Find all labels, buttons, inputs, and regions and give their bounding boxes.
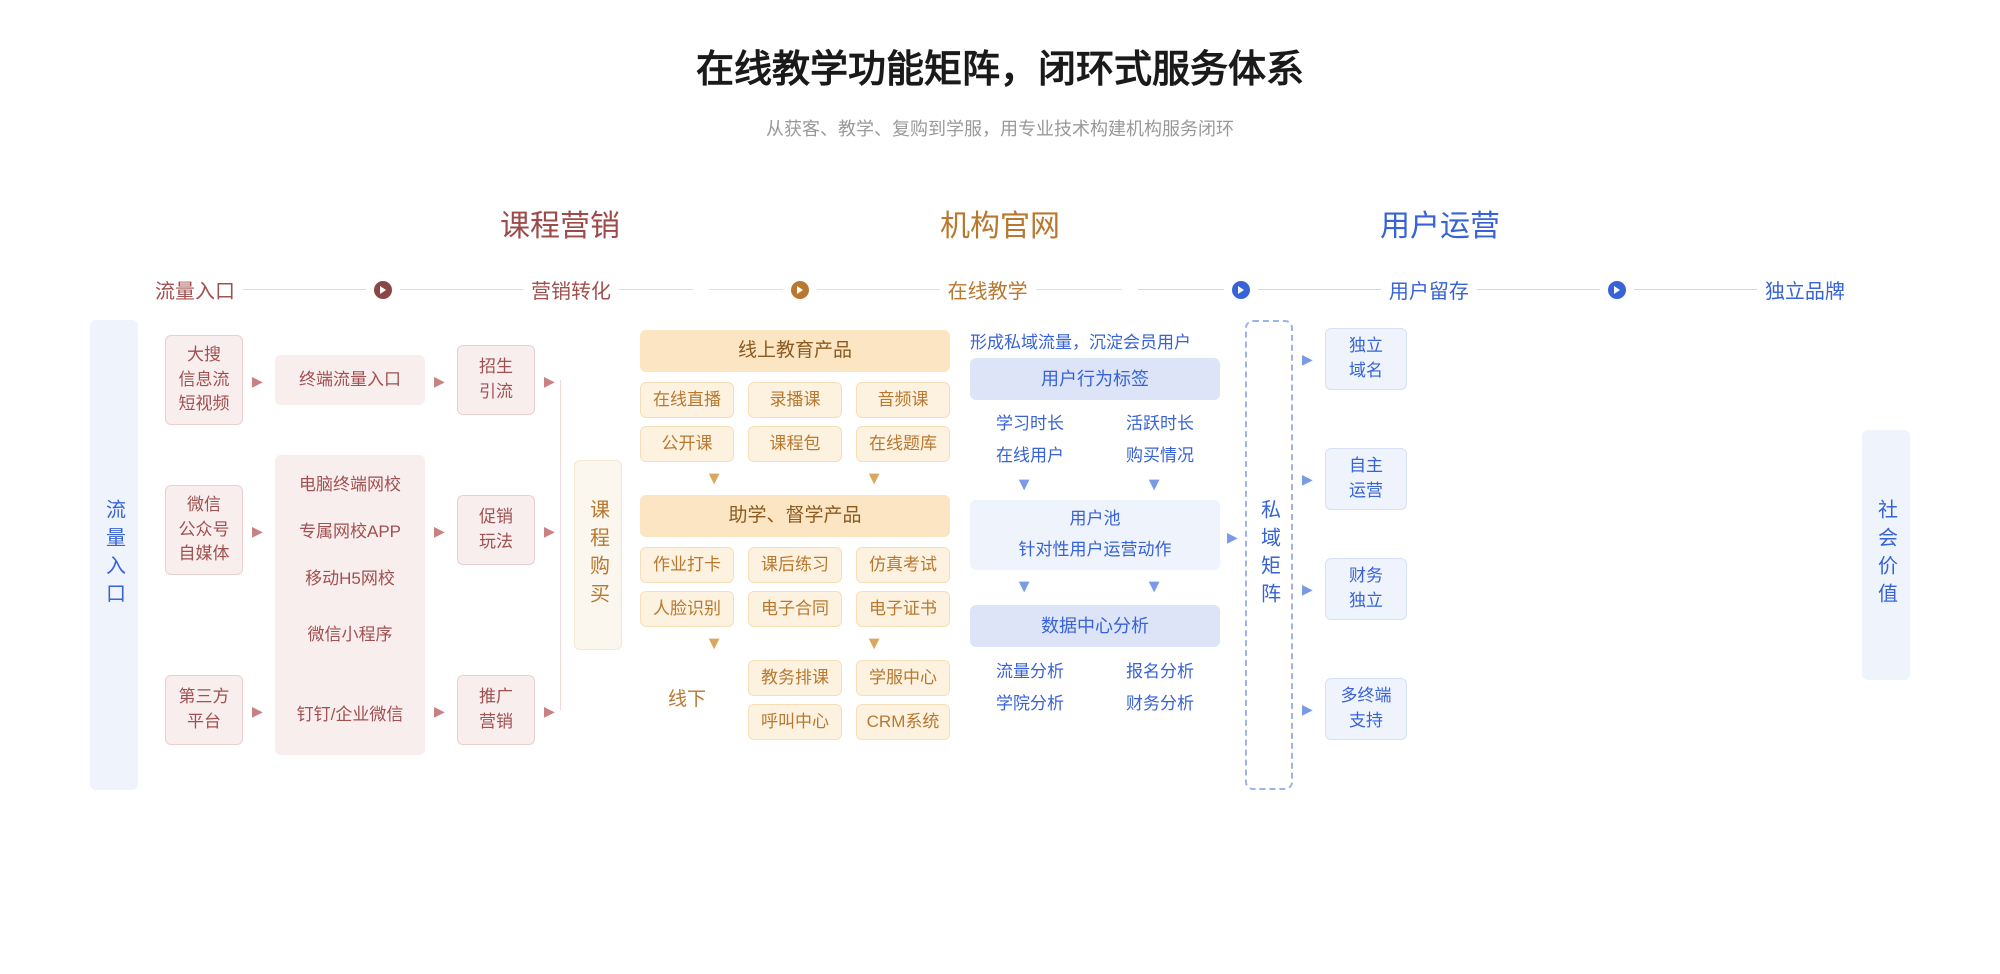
- blue-h2: 用户池: [1070, 507, 1121, 532]
- red-r3: 推广营销: [457, 675, 535, 745]
- flow-3: 在线教学: [948, 275, 1028, 304]
- main-title: 在线教学功能矩阵，闭环式服务体系: [0, 0, 2000, 93]
- og21: 公开课: [640, 426, 734, 462]
- blue-note: 形成私域流量，沉淀会员用户: [970, 328, 1191, 353]
- og41: 人脸识别: [640, 591, 734, 627]
- chevron-down-icon: ▶: [1018, 480, 1032, 491]
- flow-1: 流量入口: [155, 275, 235, 304]
- og12: 录播课: [748, 382, 842, 418]
- blue-r2: 自主运营: [1325, 448, 1407, 510]
- chevron-icon: ▶: [544, 374, 555, 388]
- chevron-down-icon: ▶: [708, 474, 722, 485]
- blue-h3: 数据中心分析: [970, 605, 1220, 647]
- chevron-down-icon: ▶: [708, 639, 722, 650]
- red-m5: 微信小程序: [275, 620, 425, 650]
- red-r2: 促销玩法: [457, 495, 535, 565]
- chevron-icon: ▶: [434, 704, 445, 718]
- arrow-icon: [1608, 281, 1626, 299]
- red-m3: 专属网校APP: [275, 517, 425, 547]
- og61: 呼叫中心: [748, 704, 842, 740]
- chevron-icon: ▶: [434, 524, 445, 538]
- diagram: 流量入口 社会价值 课程购买 私域矩阵 大搜信息流短视频 微信公众号自媒体 第三…: [90, 320, 1910, 924]
- chevron-down-icon: ▶: [1018, 582, 1032, 593]
- b11: 学习时长: [970, 412, 1090, 436]
- section-3: 用户运营: [1380, 201, 1500, 245]
- b12: 活跃时长: [1100, 412, 1220, 436]
- blue-r4: 多终端支持: [1325, 678, 1407, 740]
- chevron-icon: ▶: [544, 704, 555, 718]
- chevron-icon: ▶: [1302, 582, 1313, 596]
- og33: 仿真考试: [856, 547, 950, 583]
- chevron-icon: ▶: [1302, 352, 1313, 366]
- blue-r1: 独立域名: [1325, 328, 1407, 390]
- og62: CRM系统: [856, 704, 950, 740]
- orange-h2: 助学、督学产品: [640, 495, 950, 537]
- vbar-dashed: 私域矩阵: [1245, 320, 1293, 790]
- red-c2: 微信公众号自媒体: [165, 485, 243, 575]
- og31: 作业打卡: [640, 547, 734, 583]
- red-c3: 第三方平台: [165, 675, 243, 745]
- og13: 音频课: [856, 382, 950, 418]
- orange-offline: 线下: [640, 660, 734, 740]
- b42: 财务分析: [1100, 692, 1220, 716]
- b32: 报名分析: [1100, 660, 1220, 684]
- b22: 购买情况: [1100, 444, 1220, 468]
- chevron-icon: ▶: [252, 704, 263, 718]
- red-m1: 终端流量入口: [275, 355, 425, 405]
- blue-r3: 财务独立: [1325, 558, 1407, 620]
- red-c1: 大搜信息流短视频: [165, 335, 243, 425]
- red-m2: 电脑终端网校: [275, 470, 425, 500]
- arrow-icon: [791, 281, 809, 299]
- chevron-icon: ▶: [252, 524, 263, 538]
- section-titles: 课程营销 机构官网 用户运营: [0, 201, 2000, 245]
- flow-row: 流量入口 营销转化 在线教学 用户留存 独立品牌: [90, 275, 1910, 304]
- og51: 教务排课: [748, 660, 842, 696]
- blue-pool: 用户池 针对性用户运营动作: [970, 500, 1220, 570]
- chevron-down-icon: ▶: [868, 639, 882, 650]
- orange-h1: 线上教育产品: [640, 330, 950, 372]
- chevron-icon: ▶: [1302, 472, 1313, 486]
- blue-h1: 用户行为标签: [970, 358, 1220, 400]
- flow-4: 用户留存: [1389, 275, 1469, 304]
- og23: 在线题库: [856, 426, 950, 462]
- chevron-icon: ▶: [434, 374, 445, 388]
- og11: 在线直播: [640, 382, 734, 418]
- flow-2: 营销转化: [531, 275, 611, 304]
- blue-h2b: 针对性用户运营动作: [1019, 538, 1172, 563]
- chevron-icon: ▶: [252, 374, 263, 388]
- chevron-icon: ▶: [544, 524, 555, 538]
- section-2: 机构官网: [940, 201, 1060, 245]
- subtitle: 从获客、教学、复购到学服，用专业技术构建机构服务闭环: [0, 115, 2000, 141]
- vbar-mid: 课程购买: [574, 460, 622, 650]
- chevron-down-icon: ▶: [868, 474, 882, 485]
- red-m4: 移动H5网校: [275, 564, 425, 594]
- b41: 学院分析: [970, 692, 1090, 716]
- og32: 课后练习: [748, 547, 842, 583]
- chevron-icon: ▶: [1302, 702, 1313, 716]
- og52: 学服中心: [856, 660, 950, 696]
- vbar-right: 社会价值: [1862, 430, 1910, 680]
- red-r1: 招生引流: [457, 345, 535, 415]
- arrow-icon: [374, 281, 392, 299]
- arrow-icon: [1232, 281, 1250, 299]
- vbar-left: 流量入口: [90, 320, 138, 790]
- flow-5: 独立品牌: [1765, 275, 1845, 304]
- og22: 课程包: [748, 426, 842, 462]
- b21: 在线用户: [970, 444, 1090, 468]
- chevron-down-icon: ▶: [1148, 582, 1162, 593]
- section-1: 课程营销: [500, 201, 620, 245]
- red-m6: 钉钉/企业微信: [275, 690, 425, 740]
- chevron-icon: ▶: [1227, 530, 1238, 544]
- og43: 电子证书: [856, 591, 950, 627]
- chevron-down-icon: ▶: [1148, 480, 1162, 491]
- og42: 电子合同: [748, 591, 842, 627]
- b31: 流量分析: [970, 660, 1090, 684]
